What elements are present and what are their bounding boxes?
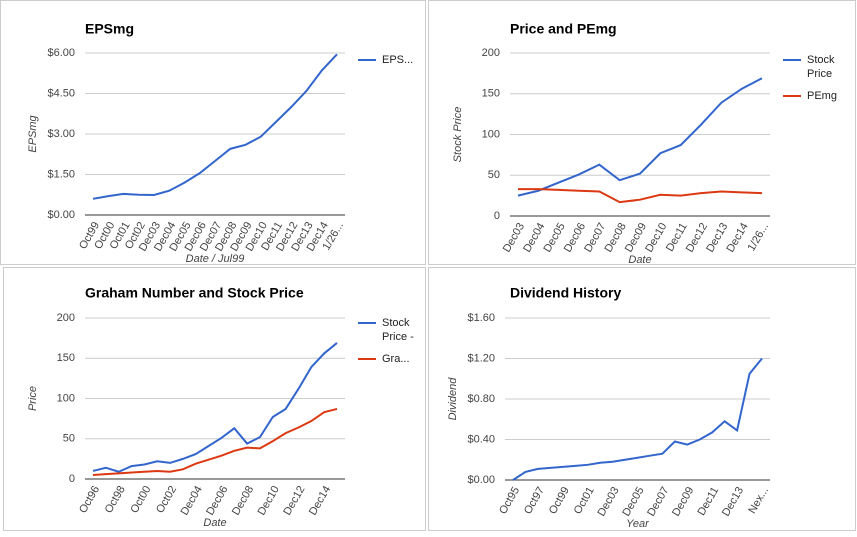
y-tick-label: 0 bbox=[494, 210, 500, 222]
x-axis-label: Date bbox=[628, 254, 651, 266]
chart-title: Dividend History bbox=[510, 285, 621, 301]
series-line bbox=[517, 77, 763, 197]
series-line bbox=[518, 188, 763, 204]
legend-item: EPS... bbox=[382, 54, 414, 66]
chart-title: Price and PEmg bbox=[510, 21, 617, 37]
series-line bbox=[92, 342, 338, 473]
y-tick-label: 150 bbox=[482, 88, 500, 100]
y-tick-label: 150 bbox=[57, 352, 75, 364]
chart-title: Graham Number and Stock Price bbox=[85, 285, 304, 301]
y-tick-label: 200 bbox=[482, 47, 500, 59]
y-tick-label: $0.00 bbox=[467, 474, 495, 486]
legend-label: Stock Price - bbox=[382, 317, 414, 343]
legend-label: EPS... bbox=[382, 54, 414, 66]
y-axis-label: EPSmg bbox=[27, 114, 39, 152]
y-tick-label: 0 bbox=[69, 473, 75, 485]
legend-item: Stock Price bbox=[807, 54, 835, 80]
x-axis-label: Year bbox=[626, 518, 650, 530]
series-line bbox=[92, 53, 338, 200]
series-line bbox=[512, 357, 763, 481]
y-tick-label: $1.20 bbox=[467, 352, 495, 364]
y-tick-label: $6.00 bbox=[47, 47, 75, 59]
chart-title: EPSmg bbox=[85, 21, 134, 37]
x-axis-label: Date / Jul99 bbox=[186, 253, 245, 265]
y-axis-label: Dividend bbox=[447, 377, 459, 421]
y-tick-label: $1.60 bbox=[467, 312, 495, 324]
panel bbox=[0, 0, 426, 265]
legend-item: PEmg bbox=[807, 90, 837, 102]
y-tick-label: $0.80 bbox=[467, 393, 495, 405]
y-tick-label: $0.00 bbox=[47, 209, 75, 221]
x-axis-label: Date bbox=[203, 517, 226, 529]
y-tick-label: $0.40 bbox=[467, 433, 495, 445]
legend-item: Gra... bbox=[382, 353, 410, 365]
series-line bbox=[92, 407, 338, 476]
y-tick-label: $1.50 bbox=[47, 168, 75, 180]
y-axis-label: Price bbox=[27, 386, 39, 411]
y-tick-label: 50 bbox=[63, 433, 75, 445]
legend-item: Stock Price - bbox=[382, 317, 414, 343]
y-tick-label: 100 bbox=[482, 128, 500, 140]
legend-label: Gra... bbox=[382, 353, 410, 365]
legend-label: PEmg bbox=[807, 90, 837, 102]
y-tick-label: $4.50 bbox=[47, 87, 75, 99]
y-axis-label: Stock Price bbox=[452, 107, 464, 163]
y-tick-label: 200 bbox=[57, 312, 75, 324]
legend-label: Stock Price bbox=[807, 54, 835, 80]
y-tick-label: 100 bbox=[57, 392, 75, 404]
y-tick-label: 50 bbox=[488, 169, 500, 181]
panel bbox=[428, 0, 856, 265]
y-tick-label: $3.00 bbox=[47, 128, 75, 140]
